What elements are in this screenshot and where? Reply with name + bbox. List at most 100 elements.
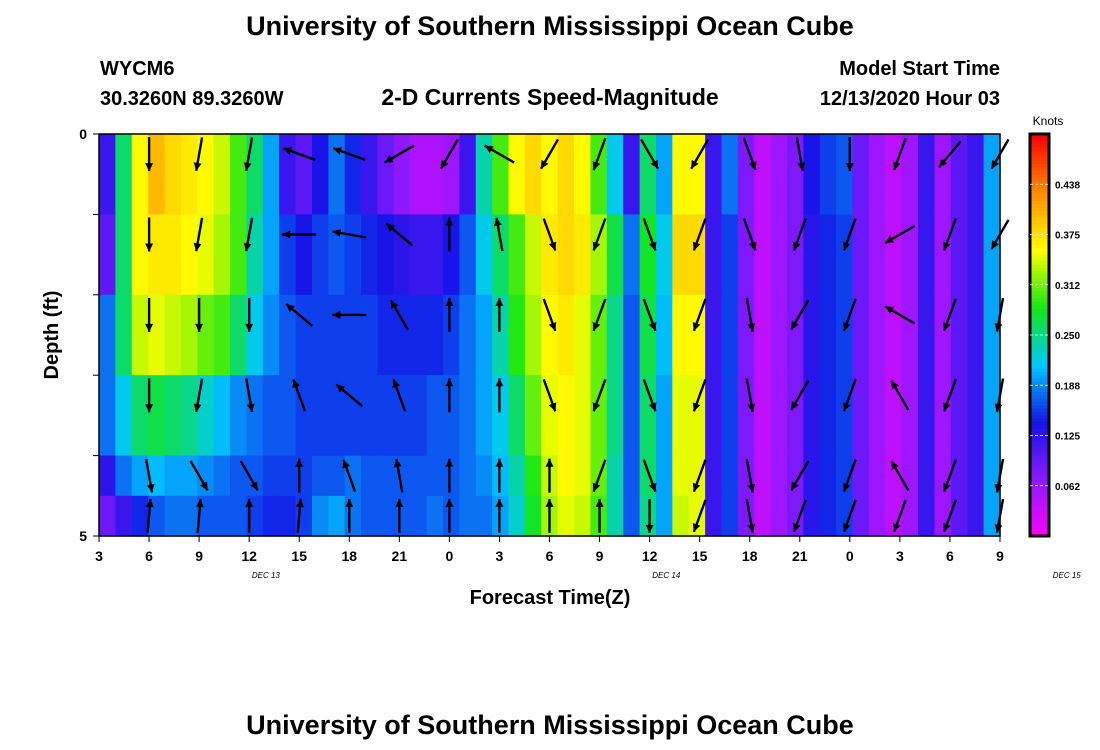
current-vector [439,138,459,170]
heatmap-cell [295,375,313,457]
current-vector [395,498,404,533]
current-vector [145,137,154,172]
heatmap-cell [492,375,510,457]
colorbar-segment [1030,345,1049,349]
heatmap-cell [410,214,428,296]
colorbar-segment [1030,489,1049,494]
heatmap-cell [492,214,510,296]
heatmap-cell [393,495,411,537]
heatmap-cell [99,294,116,376]
colorbar-segment [1030,207,1049,212]
heatmap-cell [819,375,837,457]
heatmap-cell [361,375,379,457]
heatmap-cell [737,375,755,457]
heatmap-cell [950,375,968,457]
x-tick-label: 9 [195,548,203,564]
heatmap-cell [246,375,264,457]
current-vector [890,379,910,411]
colorbar-segment [1030,214,1049,219]
heatmap-cell [443,375,460,457]
chart-subtitle: 2-D Currents Speed-Magnitude [381,84,718,110]
heatmap-cell [803,495,821,537]
model-start-time: 12/13/2020 Hour 03 [820,88,1000,110]
colorbar-segment [1030,261,1049,266]
heatmap-cell [868,134,886,215]
heatmap-cell [279,495,297,537]
heatmap-cell [115,214,133,296]
current-vector [745,297,756,332]
footer-title: University of Southern Mississippi Ocean… [246,710,854,740]
colorbar-segment [1030,234,1049,239]
x-tick-label: 0 [445,548,453,564]
colorbar-segment [1030,509,1049,514]
colorbar-segment [1030,418,1049,423]
heatmap-cell [328,294,346,376]
heatmap-cell [770,375,788,457]
heatmap-cell [328,134,346,215]
heatmap-cell [410,294,428,376]
heatmap-cell [901,495,919,537]
colorbar-segment [1030,358,1049,363]
heatmap-cell [606,375,624,457]
heatmap-cell [361,214,379,296]
heatmap-cell [754,214,772,296]
colorbar-segment [1030,472,1049,477]
heatmap-cell [754,375,772,457]
heatmap-cell [557,455,575,497]
heatmap-cell [344,495,362,537]
heatmap-cell [705,294,723,376]
colorbar-segment [1030,529,1049,534]
heatmap-cell [377,294,395,376]
heatmap-cell [426,375,444,457]
colorbar-segment [1030,324,1049,329]
colorbar-tick-label: 0.188 [1055,381,1080,392]
heatmap-cell [967,375,985,457]
colorbar-segment [1030,140,1049,145]
colorbar-segment [1030,167,1049,172]
heatmap-cell [279,134,297,215]
heatmap-cell [787,375,805,457]
heatmap-cell [361,455,379,497]
colorbar-segment [1030,371,1049,376]
colorbar-segment [1030,197,1049,202]
heatmap-cell [541,375,559,457]
heatmap-cell [754,134,772,215]
heatmap-cell [262,134,280,215]
heatmap-cell [868,455,886,497]
x-tick-label: 18 [742,548,758,564]
current-vector [292,378,307,412]
colorbar-segment [1030,271,1049,276]
heatmap-cell [819,455,837,497]
heatmap-cell [99,375,116,457]
current-vector [942,459,957,493]
heatmap-cell [672,214,690,296]
heatmap-cell [426,214,444,296]
heatmap-cell [443,294,460,376]
colorbar-segment [1030,217,1049,222]
heatmap-cell [344,294,362,376]
colorbar-segment [1030,388,1049,393]
heatmap-cell [901,455,919,497]
heatmap-cell [574,214,592,296]
heatmap-cell [230,294,248,376]
heatmap-cell [967,134,985,215]
heatmap-cell [754,495,772,537]
colorbar-segment [1030,264,1049,269]
current-vector [285,303,313,327]
colorbar-segment [1030,378,1049,383]
colorbar-segment [1030,475,1049,480]
model-start-label: Model Start Time [839,58,1000,80]
heatmap-cell [213,375,231,457]
heatmap-cell [344,134,362,215]
heatmap-cell [803,214,821,296]
heatmap-cell [901,294,919,376]
colorbar-segment [1030,492,1049,497]
heatmap-cell [803,455,821,497]
heatmap-cell [393,134,411,215]
heatmap-cell [295,294,313,376]
heatmap-cell [393,214,411,296]
y-tick-label: 5 [79,528,87,544]
current-vector [592,218,607,251]
colorbar-segment [1030,284,1049,289]
heatmap-cell [115,495,133,537]
